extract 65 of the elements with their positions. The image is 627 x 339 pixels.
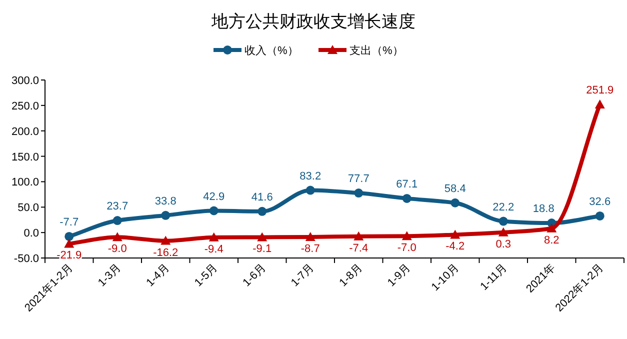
point (64, 232, 74, 241)
point (402, 231, 412, 240)
point (306, 186, 315, 195)
x-tick-label: 1-6月 (240, 262, 268, 290)
data-label: 33.8 (154, 195, 176, 208)
point (450, 230, 460, 239)
data-label: 0.3 (496, 238, 512, 250)
y-tick-label: 0.0 (24, 228, 39, 240)
point (64, 238, 74, 248)
data-label: 8.2 (544, 234, 560, 246)
point (354, 188, 364, 198)
data-label: -8.7 (300, 242, 320, 255)
x-tick-label: 1-8月 (337, 262, 365, 290)
data-label: 58.4 (444, 182, 466, 195)
data-label: 42.9 (203, 190, 225, 203)
y-tick-label: 100.0 (11, 176, 39, 189)
y-tick-label: 50.0 (18, 202, 39, 214)
data-label: 251.9 (586, 84, 614, 96)
point (112, 232, 122, 242)
data-label: 83.2 (300, 170, 322, 182)
x-tick-label: 1-9月 (385, 262, 413, 290)
x-tick-label: 1-5月 (192, 262, 220, 290)
point (258, 206, 267, 216)
data-label: -9.4 (204, 243, 224, 256)
data-label: 18.8 (532, 203, 554, 216)
point (498, 216, 508, 226)
data-label: 32.6 (589, 196, 611, 208)
point (305, 232, 316, 241)
point (402, 194, 412, 203)
data-label: -9.0 (108, 243, 127, 256)
data-label: -7.7 (60, 216, 79, 228)
point (209, 206, 218, 216)
point (112, 216, 122, 226)
legend-label: 支出（%） (350, 44, 404, 57)
point (498, 227, 508, 236)
y-tick-label: 200.0 (11, 126, 39, 138)
data-label: -16.2 (153, 246, 178, 259)
x-tick-label: 1-4月 (144, 262, 172, 290)
y-tick-label: -50.0 (14, 253, 39, 265)
x-tick-label: 1-11月 (478, 262, 510, 293)
y-tick-label: 250.0 (11, 100, 39, 112)
point (594, 99, 605, 108)
data-label: 23.7 (106, 200, 128, 213)
legend-label: 收入（%） (244, 44, 298, 57)
y-tick-label: 300.0 (11, 75, 39, 87)
data-label: 77.7 (348, 173, 370, 186)
data-label: -4.2 (446, 240, 465, 253)
point (208, 232, 219, 242)
x-tick-label: 1-3月 (96, 262, 124, 290)
point (257, 232, 268, 242)
data-label: -7.4 (349, 242, 368, 254)
chart-title: 地方公共财政收支增长速度 (210, 12, 416, 31)
point (161, 210, 170, 220)
y-tick-label: 150.0 (11, 151, 39, 164)
point (546, 223, 557, 232)
point (160, 236, 171, 245)
data-label: 41.6 (251, 191, 273, 204)
data-label: -7.0 (397, 242, 416, 254)
point (595, 211, 604, 220)
point (450, 198, 460, 208)
data-label: 67.1 (396, 178, 418, 190)
x-tick-label: 1-7月 (288, 262, 316, 290)
data-label: -9.1 (252, 243, 272, 256)
point (354, 231, 364, 240)
data-label: 22.2 (492, 201, 514, 214)
